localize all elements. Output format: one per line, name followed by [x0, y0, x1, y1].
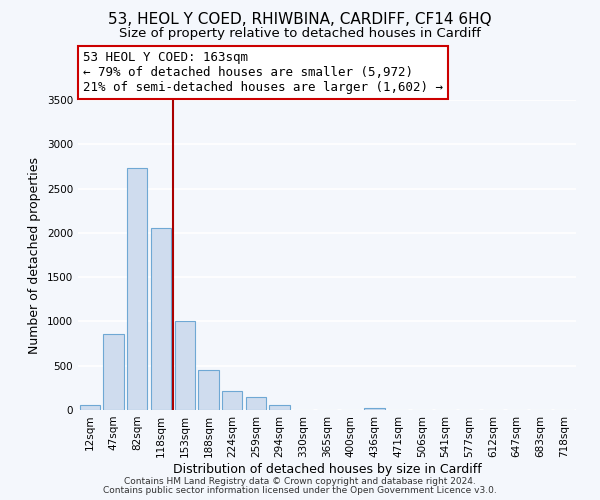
Bar — [199, 370, 218, 410]
Bar — [222, 392, 242, 410]
Bar — [151, 228, 171, 410]
Text: Size of property relative to detached houses in Cardiff: Size of property relative to detached ho… — [119, 28, 481, 40]
Bar — [80, 405, 100, 410]
Bar — [103, 334, 124, 410]
Text: 53, HEOL Y COED, RHIWBINA, CARDIFF, CF14 6HQ: 53, HEOL Y COED, RHIWBINA, CARDIFF, CF14… — [108, 12, 492, 28]
Bar — [127, 168, 148, 410]
Bar — [269, 404, 290, 410]
Bar — [175, 320, 195, 410]
Y-axis label: Number of detached properties: Number of detached properties — [28, 156, 41, 354]
Bar — [246, 396, 266, 410]
Text: Contains HM Land Registry data © Crown copyright and database right 2024.: Contains HM Land Registry data © Crown c… — [124, 477, 476, 486]
Bar — [364, 408, 385, 410]
Text: 53 HEOL Y COED: 163sqm
← 79% of detached houses are smaller (5,972)
21% of semi-: 53 HEOL Y COED: 163sqm ← 79% of detached… — [83, 51, 443, 94]
Text: Contains public sector information licensed under the Open Government Licence v3: Contains public sector information licen… — [103, 486, 497, 495]
X-axis label: Distribution of detached houses by size in Cardiff: Distribution of detached houses by size … — [173, 462, 481, 475]
